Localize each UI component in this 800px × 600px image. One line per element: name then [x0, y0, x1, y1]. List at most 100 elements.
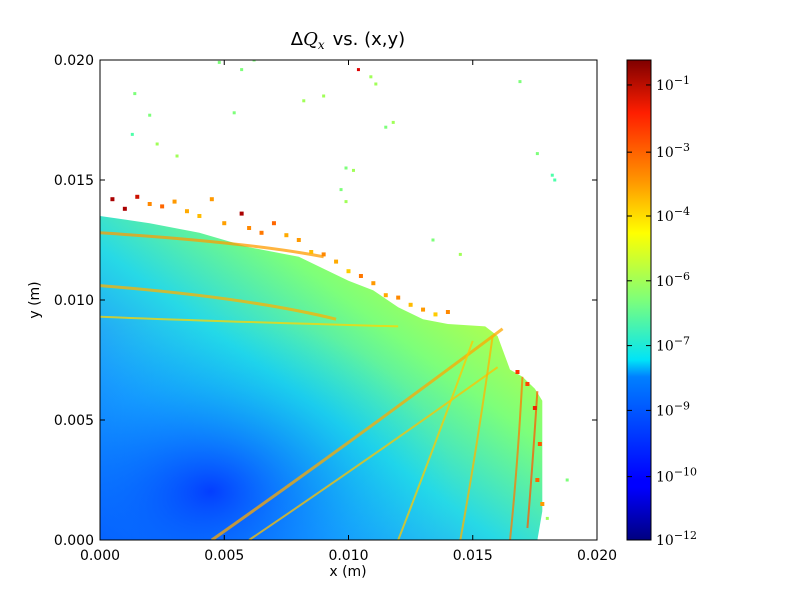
- edge-point: [540, 502, 545, 506]
- x-axis-label: x (m): [329, 564, 366, 580]
- colorbar-label: 10−3: [656, 141, 690, 161]
- scatter-point: [545, 516, 549, 520]
- y-axis-label: y (m): [27, 281, 43, 318]
- edge-point: [309, 250, 314, 254]
- scatter-point: [535, 152, 539, 156]
- x-tick-label: 0.015: [453, 548, 493, 564]
- scatter-point: [431, 238, 435, 242]
- resonance-band: [248, 366, 499, 540]
- scatter-point: [252, 60, 256, 62]
- edge-point: [160, 204, 165, 209]
- scatter-point: [458, 252, 462, 256]
- edge-point: [408, 302, 413, 307]
- scatter-point: [175, 154, 179, 158]
- edge-point: [122, 206, 127, 211]
- edge-point: [147, 202, 152, 206]
- resonance-band: [100, 284, 337, 321]
- scatter-point: [374, 82, 378, 86]
- title-rest: vs. (x,y): [333, 29, 406, 50]
- y-tick-label: 0.000: [54, 533, 94, 549]
- x-axis-ticks: 0.000 0.005 0.010 0.015 0.020: [80, 60, 617, 564]
- resonance-band: [100, 315, 399, 328]
- scatter-point: [148, 113, 152, 117]
- colorbar-label: 10−7: [656, 335, 690, 355]
- scatter-point: [240, 68, 244, 72]
- scatter-point: [565, 478, 569, 482]
- edge-point: [184, 209, 189, 214]
- colorbar-label: 10−10: [656, 466, 697, 486]
- edge-point: [247, 226, 252, 230]
- resonance-band: [509, 376, 524, 540]
- scatter-point: [344, 166, 348, 170]
- title-delta: Δ: [291, 29, 304, 50]
- y-tick-label: 0.015: [54, 173, 94, 189]
- scatter-point: [217, 60, 221, 64]
- scatter-point: [391, 120, 395, 124]
- title-subscript: x: [318, 38, 325, 52]
- colorbar: 10−1 10−3 10−4 10−6 10−7 10−9 10−10 10−12: [626, 59, 697, 549]
- edge-point: [271, 221, 276, 226]
- scatter-point: [356, 68, 360, 72]
- edge-point: [396, 295, 401, 300]
- edge-point: [346, 269, 351, 274]
- edge-point: [535, 478, 540, 482]
- scatter-point: [518, 80, 522, 84]
- title-var: Q: [303, 29, 318, 50]
- resonance-band: [210, 327, 504, 540]
- scatter-point: [339, 188, 343, 192]
- colorbar-ticks: 10−1 10−3 10−4 10−6 10−7 10−9 10−10 10−12: [627, 74, 697, 549]
- edge-point: [110, 197, 115, 202]
- edge-point: [433, 312, 438, 317]
- x-tick-label: 0.020: [577, 548, 617, 564]
- edge-point: [222, 221, 227, 226]
- scatter-point: [130, 132, 134, 136]
- edge-point: [259, 230, 264, 235]
- edge-point: [197, 214, 202, 218]
- scatter-point: [553, 178, 557, 182]
- edge-point: [239, 211, 244, 216]
- scatter-point: [155, 142, 159, 146]
- colorbar-label: 10−1: [656, 74, 690, 94]
- y-tick-label: 0.020: [54, 53, 94, 69]
- x-tick-label: 0.010: [328, 548, 368, 564]
- colorbar-gradient: [626, 59, 652, 541]
- edge-point: [321, 252, 326, 257]
- edge-point: [445, 310, 450, 314]
- scatter-points: [130, 60, 569, 520]
- y-tick-label: 0.005: [54, 413, 94, 429]
- scatter-point: [322, 94, 326, 98]
- scatter-point: [550, 173, 554, 177]
- scatter-point: [344, 200, 348, 204]
- edge-point: [284, 233, 289, 238]
- scatter-point: [232, 111, 236, 115]
- edge-point: [371, 281, 376, 286]
- edge-point: [383, 293, 388, 298]
- y-axis-ticks: 0.000 0.005 0.010 0.015 0.020: [54, 53, 597, 549]
- plot-area: [100, 60, 597, 540]
- colorbar-label: 10−12: [656, 529, 697, 549]
- scatter-point: [302, 99, 306, 103]
- colorbar-label: 10−9: [656, 399, 690, 419]
- edge-point: [421, 307, 426, 312]
- scatter-point: [133, 92, 137, 96]
- edge-point: [135, 194, 140, 199]
- edge-point: [209, 197, 214, 202]
- x-tick-label: 0.005: [204, 548, 244, 564]
- resonance-band: [459, 335, 494, 540]
- resonance-bands: [100, 194, 545, 540]
- colorbar-label: 10−6: [656, 270, 690, 290]
- edge-point: [334, 259, 339, 264]
- resonance-band: [397, 340, 474, 540]
- scatter-point: [351, 168, 355, 172]
- edge-point: [515, 370, 520, 374]
- colorbar-label: 10−4: [656, 205, 690, 225]
- y-tick-label: 0.010: [54, 293, 94, 309]
- edge-point: [358, 274, 363, 278]
- resonance-band: [100, 231, 324, 259]
- scatter-point: [369, 75, 373, 79]
- chart-title: ΔQx vs. (x,y): [291, 29, 405, 52]
- edge-point: [525, 382, 530, 386]
- x-tick-label: 0.000: [80, 548, 120, 564]
- edge-point: [172, 199, 177, 204]
